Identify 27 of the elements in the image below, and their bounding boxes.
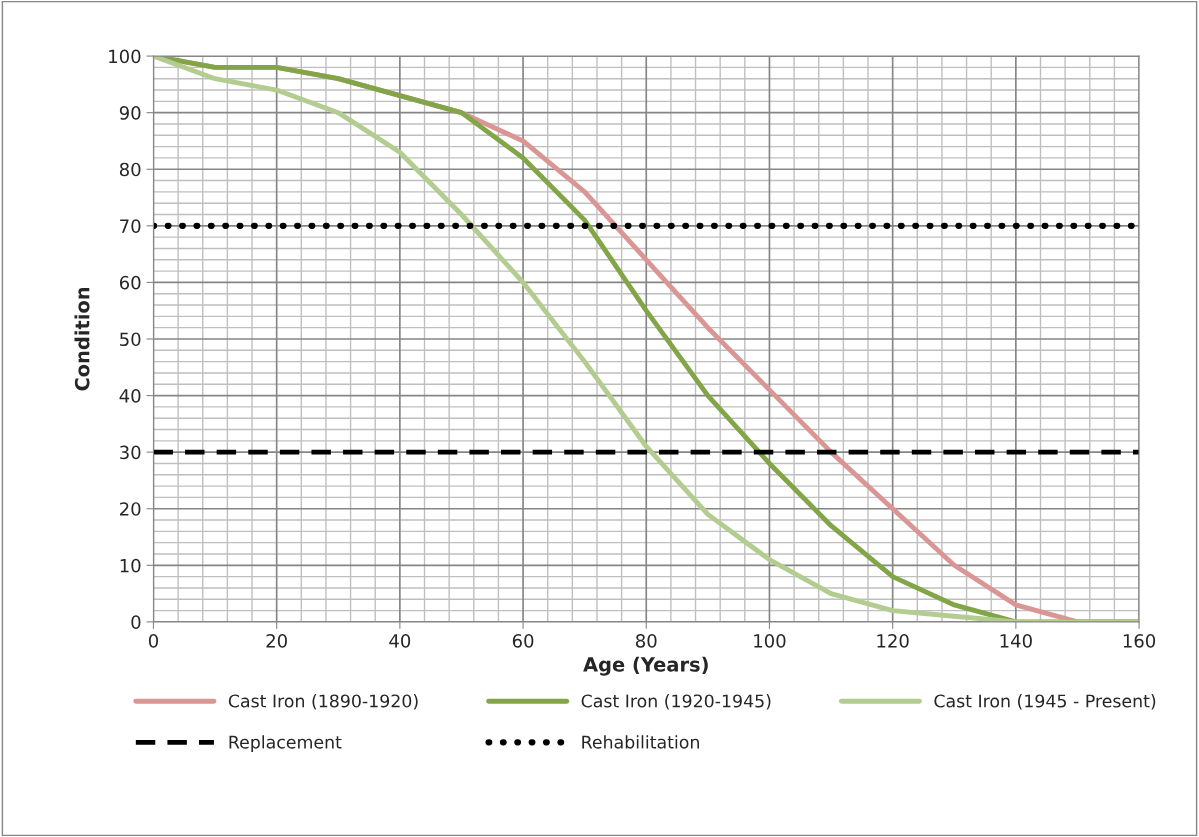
y-tick-label: 50 bbox=[120, 332, 141, 347]
x-axis-title: Age (Years) bbox=[583, 656, 708, 676]
y-tick-label: 0 bbox=[131, 615, 141, 630]
legend-label: Replacement bbox=[229, 735, 342, 753]
y-tick-label: 10 bbox=[120, 558, 141, 573]
x-tick-label: 40 bbox=[389, 634, 411, 648]
x-tick-label: 140 bbox=[1000, 634, 1032, 648]
legend-label: Cast Iron (1945 - Present) bbox=[934, 694, 1156, 710]
y-tick-label: 80 bbox=[119, 162, 141, 177]
x-tick-label: 20 bbox=[266, 634, 287, 648]
x-tick-label: 0 bbox=[148, 634, 159, 648]
x-tick-label: 160 bbox=[1123, 634, 1156, 648]
y-tick-label: 20 bbox=[120, 502, 141, 516]
x-tick-label: 120 bbox=[877, 634, 909, 648]
legend-label: Rehabilitation bbox=[582, 735, 699, 749]
legend-label: Cast Iron (1890-1920) bbox=[228, 694, 418, 710]
y-tick-label: 90 bbox=[119, 106, 141, 120]
legend-label: Cast Iron (1920-1945) bbox=[581, 694, 771, 710]
x-tick-label: 60 bbox=[512, 634, 534, 648]
y-axis-title: Condition bbox=[74, 287, 90, 391]
y-tick-label: 100 bbox=[109, 49, 141, 64]
y-tick-label: 30 bbox=[120, 445, 141, 460]
y-tick-label: 40 bbox=[119, 389, 141, 403]
x-tick-label: 100 bbox=[754, 634, 786, 648]
x-tick-label: 80 bbox=[636, 634, 657, 648]
y-tick-label: 70 bbox=[120, 219, 141, 233]
y-tick-label: 60 bbox=[119, 275, 141, 290]
